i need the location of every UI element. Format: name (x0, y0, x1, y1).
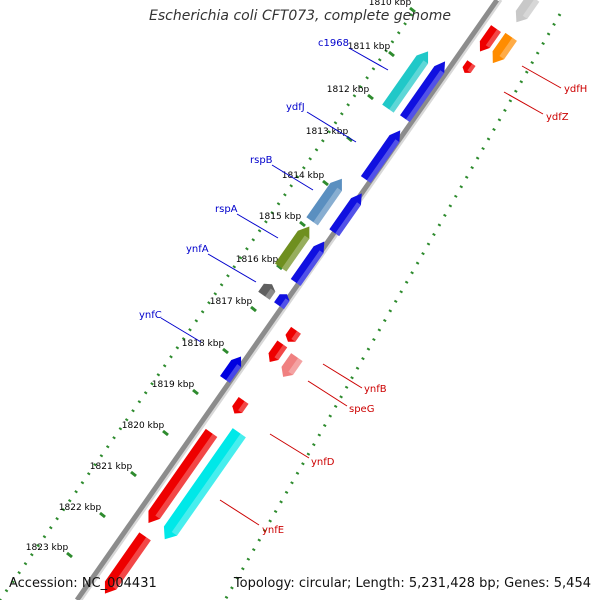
gene-ynfd[interactable] (104, 532, 151, 594)
svg-text:c1968: c1968 (318, 38, 349, 49)
gene-ynfd[interactable] (232, 397, 249, 414)
tick-mark (346, 135, 353, 143)
tick-mark (409, 6, 416, 14)
gene-ydfh[interactable] (492, 32, 517, 64)
scale-dots-right (223, 13, 562, 600)
gene-label-ynfa[interactable]: ynfA (186, 244, 257, 283)
gene-speg[interactable] (285, 326, 301, 342)
tick-label: 1813 kbp (306, 127, 349, 137)
gene-label-ydfz[interactable]: ydfZ (503, 91, 569, 123)
gene-ydfz[interactable] (479, 25, 501, 52)
gene-label-rspb[interactable]: rspB (250, 155, 314, 191)
accession-text: Accession: NC_004431 (9, 576, 157, 591)
tick-label: 1819 kbp (152, 380, 195, 390)
gene-speg[interactable] (268, 340, 288, 363)
gene-ydfz[interactable] (462, 60, 476, 73)
tick-mark (367, 93, 374, 101)
gene-ynfc[interactable] (220, 356, 242, 383)
gene-ynfa[interactable] (274, 294, 290, 310)
tick-label: 1823 kbp (26, 543, 69, 553)
tick-label: 1815 kbp (259, 212, 302, 222)
gene-label-speg[interactable]: speG (307, 380, 374, 415)
topology-text: Topology: circular; Length: 5,231,428 bp… (233, 576, 591, 591)
gene-ydfj[interactable] (290, 241, 325, 286)
gene-label-c1968[interactable]: c1968 (318, 38, 389, 71)
backbone-shadow (79, 0, 503, 600)
gene-ynfe[interactable] (515, 0, 540, 23)
svg-text:ynfB: ynfB (364, 384, 387, 395)
tick-label: 1811 kbp (348, 42, 391, 52)
gene-ydfj[interactable] (360, 130, 401, 184)
gene-rspa[interactable] (274, 226, 310, 272)
tick-mark (66, 551, 73, 559)
gene-label-ydfj[interactable]: ydfJ (286, 102, 357, 143)
gene-label-ynfe[interactable]: ynfE (219, 499, 284, 536)
map-title: Escherichia coli CFT073, complete genome (149, 8, 451, 24)
gene-ynfd[interactable] (148, 428, 218, 524)
gene-ydfj[interactable] (400, 61, 446, 123)
tick-mark (222, 347, 229, 355)
gene-label-ynfd[interactable]: ynfD (269, 433, 335, 468)
gene-label-ynfb[interactable]: ynfB (322, 363, 387, 395)
tick-label: 1810 kbp (369, 0, 412, 8)
gene-labels: c1968 ydfJ rspB rspA ynfA ynfC ydfH ydfZ ynfB spe… (139, 38, 587, 536)
gene-ynfb[interactable] (281, 353, 303, 377)
svg-text:ynfA: ynfA (186, 244, 209, 255)
svg-text:rspB: rspB (250, 155, 273, 166)
svg-text:rspA: rspA (215, 204, 238, 215)
svg-text:ydfJ: ydfJ (286, 102, 305, 113)
svg-text:ynfD: ynfD (311, 457, 335, 468)
tick-label: 1822 kbp (59, 503, 102, 513)
gene-c1968[interactable] (382, 51, 429, 113)
svg-text:speG: speG (349, 404, 374, 415)
svg-text:ynfE: ynfE (262, 525, 284, 536)
svg-text:ynfC: ynfC (139, 310, 162, 321)
scale-ticks: 1810 kbp 1811 kbp 1812 kbp 1813 kbp 1814 kbp… (0, 0, 562, 600)
tick-mark (130, 470, 137, 478)
tick-mark (388, 50, 395, 58)
tick-mark (162, 429, 169, 437)
tick-label: 1820 kbp (122, 421, 165, 431)
gene-label-ydfh[interactable]: ydfH (521, 65, 587, 95)
tick-label: 1821 kbp (90, 462, 133, 472)
gene-rspb[interactable] (306, 178, 342, 226)
svg-text:ydfH: ydfH (564, 84, 587, 95)
tick-label: 1817 kbp (210, 297, 253, 307)
svg-text:ydfZ: ydfZ (546, 112, 569, 123)
tick-label: 1812 kbp (327, 85, 370, 95)
gene-label-ynfc[interactable]: ynfC (139, 310, 202, 343)
tick-mark (299, 220, 306, 228)
gene-label-rspa[interactable]: rspA (215, 204, 279, 239)
tick-mark (250, 305, 257, 313)
tick-mark (276, 263, 283, 271)
gene-features (104, 0, 540, 594)
tick-mark (192, 388, 199, 396)
gene-ynfa[interactable] (258, 283, 276, 300)
gene-ydfj[interactable] (329, 193, 362, 237)
gene-ynfe[interactable] (163, 428, 246, 540)
tick-label: 1818 kbp (182, 339, 225, 349)
tick-mark (99, 511, 106, 519)
tick-label: 1814 kbp (282, 171, 325, 181)
tick-label: 1816 kbp (236, 255, 279, 265)
tick-mark (322, 179, 329, 187)
